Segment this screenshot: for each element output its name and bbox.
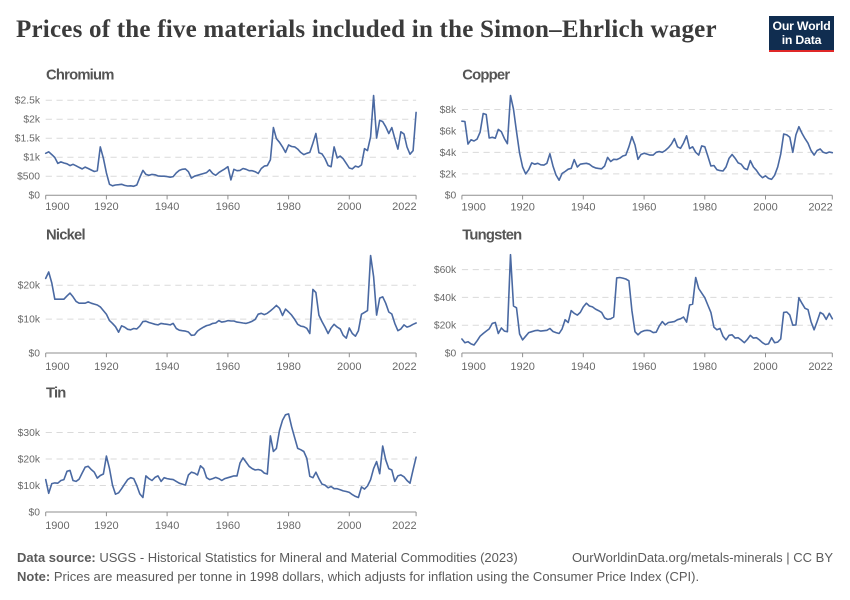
svg-text:1940: 1940 xyxy=(155,520,179,532)
svg-text:1940: 1940 xyxy=(155,201,179,213)
svg-text:$10k: $10k xyxy=(18,315,41,326)
svg-text:1920: 1920 xyxy=(94,520,118,532)
svg-text:Chromium: Chromium xyxy=(46,68,114,84)
svg-text:1900: 1900 xyxy=(461,201,485,213)
svg-text:1960: 1960 xyxy=(632,361,656,373)
svg-text:2000: 2000 xyxy=(753,361,777,373)
svg-text:$40k: $40k xyxy=(434,293,457,304)
svg-text:$1k: $1k xyxy=(23,153,40,164)
svg-text:1920: 1920 xyxy=(510,201,534,213)
svg-text:$20k: $20k xyxy=(434,321,457,332)
svg-text:$0: $0 xyxy=(29,191,41,202)
svg-text:Tin: Tin xyxy=(46,386,66,402)
svg-text:$2k: $2k xyxy=(23,115,40,126)
svg-text:1920: 1920 xyxy=(94,201,118,213)
svg-text:2022: 2022 xyxy=(808,201,832,213)
svg-text:1960: 1960 xyxy=(216,361,240,373)
svg-text:1920: 1920 xyxy=(510,361,534,373)
svg-text:$60k: $60k xyxy=(434,265,457,276)
svg-text:$8k: $8k xyxy=(440,105,457,116)
svg-text:1960: 1960 xyxy=(632,201,656,213)
svg-text:$30k: $30k xyxy=(18,428,41,439)
svg-text:1920: 1920 xyxy=(94,361,118,373)
svg-text:$2.5k: $2.5k xyxy=(15,96,41,107)
svg-text:1940: 1940 xyxy=(571,201,595,213)
svg-text:$0: $0 xyxy=(29,507,41,518)
svg-text:2022: 2022 xyxy=(392,520,416,532)
svg-text:$10k: $10k xyxy=(18,481,41,492)
svg-text:$0: $0 xyxy=(445,348,457,359)
svg-text:1980: 1980 xyxy=(276,361,300,373)
svg-text:1980: 1980 xyxy=(693,201,717,213)
svg-text:1940: 1940 xyxy=(571,361,595,373)
svg-text:2022: 2022 xyxy=(808,361,832,373)
svg-text:$20k: $20k xyxy=(18,281,41,292)
svg-text:1960: 1960 xyxy=(216,520,240,532)
svg-text:1980: 1980 xyxy=(276,520,300,532)
svg-text:1900: 1900 xyxy=(461,361,485,373)
svg-text:1900: 1900 xyxy=(45,201,69,213)
svg-text:1900: 1900 xyxy=(45,361,69,373)
svg-text:2000: 2000 xyxy=(753,201,777,213)
svg-text:2000: 2000 xyxy=(337,201,361,213)
svg-text:$6k: $6k xyxy=(440,126,457,137)
svg-text:2000: 2000 xyxy=(337,361,361,373)
svg-text:2000: 2000 xyxy=(337,520,361,532)
svg-text:$4k: $4k xyxy=(440,148,457,159)
svg-text:$500: $500 xyxy=(17,172,40,183)
svg-text:$1.5k: $1.5k xyxy=(15,134,41,145)
svg-text:$2k: $2k xyxy=(440,169,457,180)
svg-text:1960: 1960 xyxy=(216,201,240,213)
svg-text:$0: $0 xyxy=(445,191,457,202)
svg-text:2022: 2022 xyxy=(392,201,416,213)
svg-text:Copper: Copper xyxy=(462,68,510,84)
svg-text:1940: 1940 xyxy=(155,361,179,373)
svg-text:$20k: $20k xyxy=(18,454,41,465)
svg-text:$0: $0 xyxy=(29,348,41,359)
svg-text:1980: 1980 xyxy=(276,201,300,213)
svg-text:Tungsten: Tungsten xyxy=(462,228,522,244)
svg-text:Nickel: Nickel xyxy=(46,228,85,244)
svg-text:1980: 1980 xyxy=(693,361,717,373)
svg-text:1900: 1900 xyxy=(45,520,69,532)
svg-text:2022: 2022 xyxy=(392,361,416,373)
